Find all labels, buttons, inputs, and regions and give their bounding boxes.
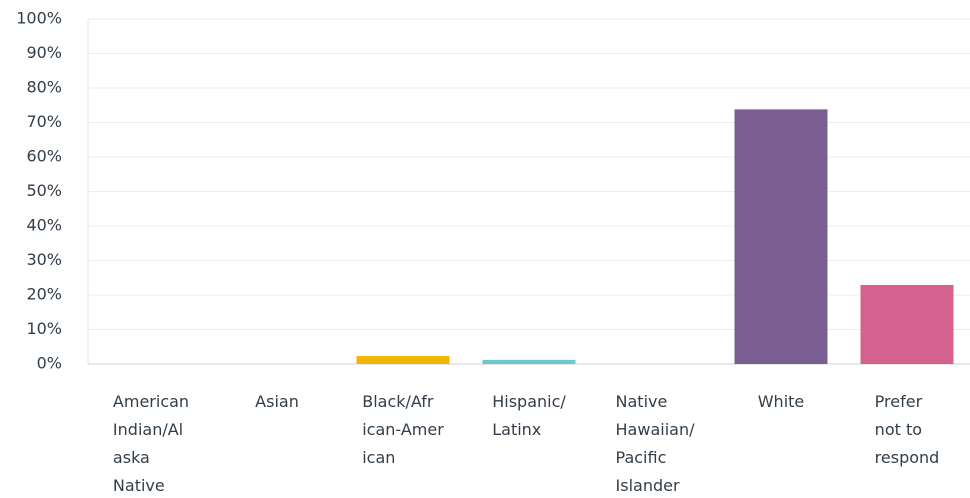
y-tick-label: 20% <box>26 285 62 304</box>
x-tick-label-line: Black/Afr <box>362 392 434 411</box>
y-tick-label: 100% <box>16 9 62 28</box>
x-tick-label-line: ican-Amer <box>362 420 444 439</box>
x-tick-label-line: White <box>758 392 805 411</box>
y-tick-label: 30% <box>26 250 62 269</box>
x-tick-label-line: ican <box>362 448 395 467</box>
bar <box>860 284 954 364</box>
x-tick-label-line: Hawaiian/ <box>616 420 696 439</box>
x-tick-label: Prefer not to respond <box>875 392 940 467</box>
x-tick-label-line: Indian/Al <box>113 420 183 439</box>
x-tick-label-line: aska <box>113 448 150 467</box>
x-tick-label-line: American <box>113 392 189 411</box>
bar <box>482 359 576 364</box>
x-tick-label: Hispanic/Latinx <box>492 392 566 439</box>
x-tick-label: Native Hawaiian/Pacific Islander <box>616 392 696 495</box>
y-tick-label: 40% <box>26 216 62 235</box>
x-tick-label-line: Hispanic/ <box>492 392 566 411</box>
y-tick-label: 50% <box>26 181 62 200</box>
x-tick-label-line: Native <box>113 476 165 495</box>
x-tick-label: American Indian/Al aska Native <box>113 392 189 495</box>
y-tick-label: 80% <box>26 78 62 97</box>
x-tick-label-line: respond <box>875 448 940 467</box>
x-tick-label: White <box>758 392 805 411</box>
y-tick-label: 90% <box>26 43 62 62</box>
x-tick-label-line: not to <box>875 420 922 439</box>
bar <box>734 109 828 364</box>
y-tick-label: 10% <box>26 319 62 338</box>
y-tick-label: 0% <box>37 354 62 373</box>
x-tick-label-line: Native <box>616 392 668 411</box>
x-tick-label-line: Asian <box>255 392 299 411</box>
x-tick-label-line: Islander <box>616 476 680 495</box>
x-tick-label: Asian <box>255 392 299 411</box>
x-tick-label: Black/Afr ican-Amer ican <box>362 392 444 467</box>
x-tick-label-line: Pacific <box>616 448 667 467</box>
x-tick-label-line: Prefer <box>875 392 923 411</box>
y-tick-label: 70% <box>26 112 62 131</box>
x-tick-label-line: Latinx <box>492 420 541 439</box>
bar <box>356 356 450 364</box>
y-tick-label: 60% <box>26 147 62 166</box>
